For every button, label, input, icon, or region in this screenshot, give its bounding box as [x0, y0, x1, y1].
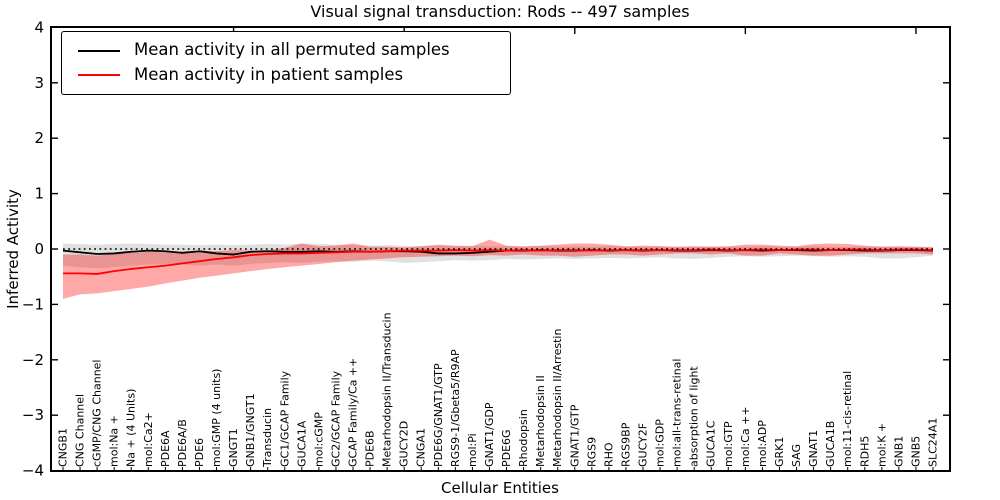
- x-category-label: mol:11-cis-retinal: [841, 371, 854, 467]
- x-category-label: GNB5: [909, 436, 922, 467]
- x-category-label: GNAT1: [807, 430, 820, 467]
- y-tick-label: 3: [34, 74, 44, 92]
- x-category-label: PDE6A/B: [176, 419, 189, 467]
- x-category-label: CNGB1: [57, 428, 70, 467]
- x-category-label: GCAP Family/Ca ++: [347, 358, 360, 467]
- x-category-label: mol:ADP: [756, 420, 769, 467]
- x-category-label: PDE6G/GNAT1/GTP: [432, 363, 445, 467]
- y-tick-label: 2: [34, 129, 44, 147]
- x-category-label: mol:all-trans-retinal: [671, 359, 684, 467]
- x-category-label: mol:K +: [875, 423, 888, 467]
- legend-label-permuted: Mean activity in all permuted samples: [134, 40, 450, 60]
- y-tick-label: −1: [22, 295, 44, 313]
- x-category-label: CNGA1: [415, 428, 428, 467]
- x-category-label: mol:Na +: [108, 415, 121, 467]
- x-category-label: GC1/GCAP Family: [278, 370, 291, 467]
- y-axis-label: Inferred Activity: [4, 189, 22, 309]
- legend-item-permuted: Mean activity in all permuted samples: [62, 42, 510, 59]
- x-category-label: PDE6B: [364, 430, 377, 467]
- x-category-label: PDE6G: [500, 429, 513, 467]
- x-category-label: GUCY2F: [637, 423, 650, 467]
- x-category-label: RGS9: [585, 437, 598, 467]
- x-category-label: GNB1/GNGT1: [244, 393, 257, 467]
- chart-title: Visual signal transduction: Rods -- 497 …: [310, 2, 690, 21]
- x-category-label: GUCA1B: [824, 421, 837, 467]
- x-category-label: GNAT1/GTP: [568, 404, 581, 467]
- x-category-label: RHO: [602, 442, 615, 467]
- legend-line-patient-icon: [78, 74, 120, 77]
- x-category-label: PDE6: [193, 438, 206, 467]
- x-category-label: SLC24A1: [927, 418, 940, 467]
- x-category-label: GUCA1C: [705, 420, 718, 467]
- x-category-label: mol:GDP: [654, 419, 667, 467]
- x-category-label: cGMP/CNG Channel: [91, 360, 104, 468]
- x-axis-label: Cellular Entities: [441, 479, 559, 497]
- legend: Mean activity in all permuted samples Me…: [61, 31, 511, 95]
- legend-item-patient: Mean activity in patient samples: [62, 67, 510, 84]
- y-tick-label: 0: [34, 240, 44, 258]
- x-category-label: Transducin: [261, 408, 274, 468]
- x-category-label: Metarhodopsin II/Transducin: [381, 312, 394, 467]
- x-category-label: Na + (4 Units): [125, 389, 138, 467]
- x-category-label: PDE6A: [159, 430, 172, 467]
- legend-line-permuted-icon: [78, 49, 120, 52]
- x-category-label: RGS9-1/Gbeta5/R9AP: [449, 349, 462, 467]
- x-category-label: Rhodopsin: [517, 409, 530, 467]
- x-category-label: GC2/GCAP Family: [329, 370, 342, 467]
- y-tick-label: 4: [34, 18, 44, 36]
- x-category-label: CNG Channel: [74, 394, 87, 467]
- x-category-label: mol:Ca2+: [142, 412, 155, 467]
- x-category-label: RGS9BP: [619, 422, 632, 467]
- legend-label-patient: Mean activity in patient samples: [134, 65, 404, 85]
- y-tick-label: −4: [22, 462, 44, 480]
- x-category-label: Metarhodopsin II/Arrestin: [551, 329, 564, 467]
- x-category-label: mol:cGMP: [312, 412, 325, 467]
- x-category-label: GNB1: [892, 436, 905, 467]
- line-patient: [63, 248, 934, 275]
- x-category-label: mol:Pi: [466, 433, 479, 467]
- y-tick-label: −2: [22, 351, 44, 369]
- y-tick-label: 1: [34, 185, 44, 203]
- x-category-label: mol:GTP: [722, 421, 735, 467]
- x-category-label: GUCY2D: [398, 421, 411, 467]
- x-category-label: absorption of light: [688, 366, 701, 467]
- y-tick-label: −3: [22, 406, 44, 424]
- x-category-label: Metarhodopsin II: [534, 375, 547, 467]
- x-category-label: GNAT1/GDP: [483, 402, 496, 467]
- x-category-label: mol:Ca ++: [739, 406, 752, 467]
- x-category-label: GNGT1: [227, 428, 240, 467]
- x-category-label: GUCA1A: [295, 420, 308, 467]
- x-category-label: GRK1: [773, 437, 786, 467]
- x-category-label: SAG: [790, 444, 803, 467]
- x-category-label: RDH5: [858, 436, 871, 467]
- x-category-label: mol:GMP (4 units): [210, 369, 223, 467]
